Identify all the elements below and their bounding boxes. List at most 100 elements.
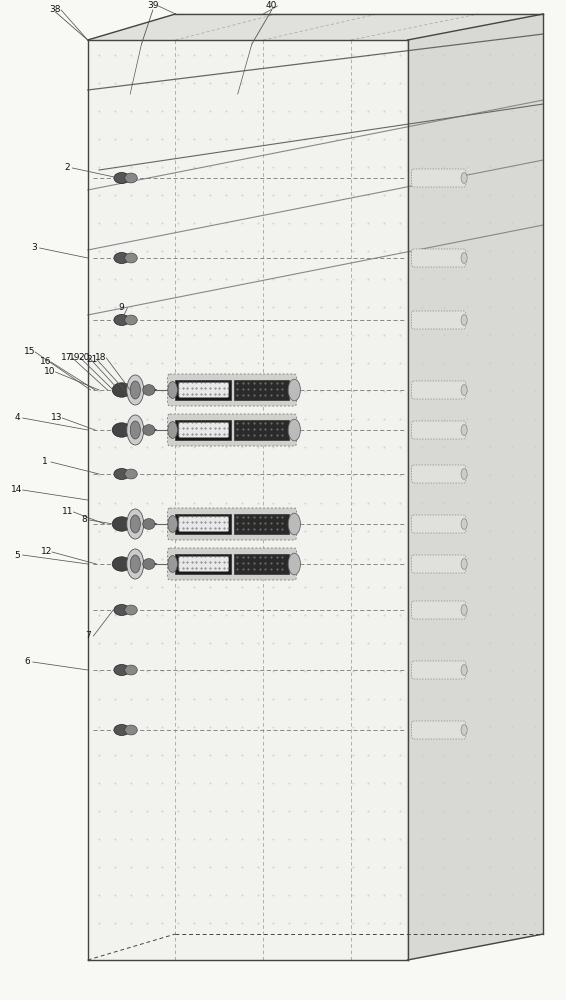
Ellipse shape: [112, 383, 131, 397]
Ellipse shape: [143, 519, 155, 529]
Ellipse shape: [130, 381, 140, 399]
Text: 20: 20: [78, 354, 89, 362]
Ellipse shape: [143, 559, 155, 569]
Bar: [234, 514, 289, 534]
Bar: [234, 420, 289, 440]
Ellipse shape: [288, 513, 301, 535]
Text: 11: 11: [62, 508, 74, 516]
Ellipse shape: [125, 725, 137, 735]
Ellipse shape: [130, 555, 140, 573]
Ellipse shape: [461, 605, 467, 615]
Ellipse shape: [125, 253, 137, 263]
FancyBboxPatch shape: [168, 508, 297, 540]
Bar: [175, 380, 231, 400]
FancyBboxPatch shape: [411, 601, 466, 619]
Text: 40: 40: [266, 1, 277, 10]
Ellipse shape: [461, 253, 467, 263]
Text: 2: 2: [64, 163, 70, 172]
Ellipse shape: [461, 665, 467, 675]
Text: 14: 14: [11, 486, 23, 494]
FancyBboxPatch shape: [179, 517, 229, 531]
FancyBboxPatch shape: [411, 169, 466, 187]
Ellipse shape: [114, 172, 130, 184]
Ellipse shape: [114, 314, 130, 326]
Ellipse shape: [114, 252, 130, 263]
Text: 3: 3: [31, 243, 37, 252]
Ellipse shape: [461, 315, 467, 325]
Text: 39: 39: [147, 1, 158, 10]
Ellipse shape: [168, 422, 177, 438]
FancyBboxPatch shape: [411, 311, 466, 329]
FancyBboxPatch shape: [411, 721, 466, 739]
Ellipse shape: [168, 556, 177, 572]
Ellipse shape: [143, 385, 155, 395]
Ellipse shape: [112, 557, 131, 571]
Ellipse shape: [461, 469, 467, 479]
Ellipse shape: [114, 724, 130, 736]
Ellipse shape: [461, 425, 467, 435]
FancyBboxPatch shape: [168, 374, 297, 406]
Text: 7: 7: [85, 632, 91, 641]
Text: 6: 6: [24, 658, 30, 666]
Text: 17: 17: [61, 354, 72, 362]
FancyBboxPatch shape: [411, 515, 466, 533]
FancyBboxPatch shape: [168, 414, 297, 446]
FancyBboxPatch shape: [411, 381, 466, 399]
Ellipse shape: [114, 468, 130, 480]
Bar: [175, 420, 231, 440]
Text: 13: 13: [51, 414, 62, 422]
Bar: [234, 380, 289, 400]
Ellipse shape: [461, 559, 467, 569]
Ellipse shape: [130, 515, 140, 533]
Ellipse shape: [461, 385, 467, 395]
Ellipse shape: [168, 382, 177, 398]
Ellipse shape: [112, 517, 131, 531]
Text: 19: 19: [69, 354, 80, 362]
Text: 15: 15: [24, 348, 35, 357]
Ellipse shape: [127, 549, 144, 579]
FancyBboxPatch shape: [411, 661, 466, 679]
FancyBboxPatch shape: [411, 249, 466, 267]
Ellipse shape: [114, 604, 130, 615]
Ellipse shape: [127, 375, 144, 405]
Ellipse shape: [168, 516, 177, 532]
Text: 9: 9: [119, 304, 125, 312]
Ellipse shape: [127, 415, 144, 445]
Ellipse shape: [143, 425, 155, 435]
FancyBboxPatch shape: [179, 423, 229, 437]
Text: 1: 1: [42, 458, 48, 466]
Text: 5: 5: [14, 550, 20, 560]
Ellipse shape: [130, 421, 140, 439]
Ellipse shape: [127, 509, 144, 539]
Ellipse shape: [114, 664, 130, 676]
Text: 10: 10: [44, 367, 55, 376]
Polygon shape: [88, 40, 408, 960]
FancyBboxPatch shape: [411, 465, 466, 483]
FancyBboxPatch shape: [411, 421, 466, 439]
Ellipse shape: [112, 423, 131, 437]
Ellipse shape: [461, 725, 467, 735]
FancyBboxPatch shape: [411, 555, 466, 573]
Text: 21: 21: [86, 356, 97, 364]
Ellipse shape: [125, 665, 137, 675]
Ellipse shape: [125, 469, 137, 479]
Polygon shape: [408, 14, 543, 960]
Ellipse shape: [288, 553, 301, 575]
FancyBboxPatch shape: [179, 557, 229, 571]
FancyBboxPatch shape: [179, 383, 229, 397]
Ellipse shape: [125, 315, 137, 325]
Ellipse shape: [288, 379, 301, 401]
Polygon shape: [88, 14, 543, 40]
Bar: [175, 554, 231, 574]
Ellipse shape: [288, 419, 301, 441]
Text: 12: 12: [41, 548, 52, 556]
Ellipse shape: [461, 173, 467, 183]
Bar: [234, 554, 289, 574]
Bar: [175, 514, 231, 534]
Text: 4: 4: [14, 414, 20, 422]
Ellipse shape: [461, 519, 467, 529]
FancyBboxPatch shape: [168, 548, 297, 580]
Text: 18: 18: [95, 354, 106, 362]
Text: 38: 38: [50, 5, 61, 14]
Text: 16: 16: [40, 358, 51, 366]
